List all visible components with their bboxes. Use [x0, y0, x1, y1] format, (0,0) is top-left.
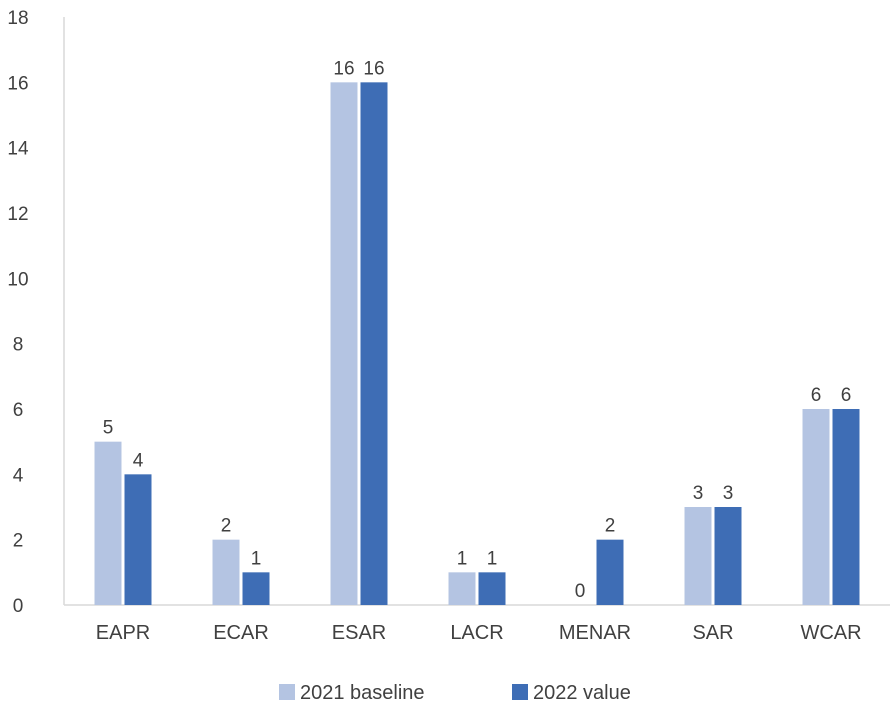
- bar: [714, 507, 742, 605]
- y-axis: 0 2 4 6 8 10 12 14 16 18: [7, 8, 65, 617]
- data-label: 3: [723, 483, 734, 504]
- bar: [360, 82, 388, 606]
- x-tick-label: LACR: [450, 622, 503, 644]
- data-label: 16: [333, 58, 354, 79]
- y-tick-label: 12: [7, 204, 28, 225]
- data-label: 1: [487, 548, 498, 569]
- y-tick-label: 0: [13, 596, 24, 617]
- y-tick-label: 16: [7, 73, 28, 94]
- bar: [124, 474, 152, 605]
- legend-label: 2022 value: [533, 682, 631, 702]
- bar: [478, 572, 506, 605]
- data-label: 16: [363, 58, 384, 79]
- data-label: 3: [693, 483, 704, 504]
- data-label: 2: [221, 516, 232, 537]
- y-tick-label: 2: [13, 531, 24, 552]
- bar: [596, 539, 624, 605]
- data-label: 6: [841, 385, 852, 406]
- y-tick-label: 10: [7, 269, 28, 290]
- bar: [448, 572, 476, 605]
- data-label: 1: [251, 548, 262, 569]
- x-tick-label: SAR: [692, 622, 733, 644]
- y-tick-label: 4: [13, 465, 24, 486]
- data-label: 1: [457, 548, 468, 569]
- data-label: 5: [103, 418, 114, 439]
- bar: [832, 409, 860, 605]
- y-tick-label: 6: [13, 400, 24, 421]
- x-tick-label: MENAR: [559, 622, 631, 644]
- bar: [242, 572, 270, 605]
- data-label: 4: [133, 450, 144, 471]
- bar: [94, 441, 122, 605]
- bar: [802, 409, 830, 605]
- bar: [330, 82, 358, 606]
- legend-swatch: [279, 684, 295, 700]
- y-tick-label: 8: [13, 335, 24, 356]
- legend-swatch: [512, 684, 528, 700]
- legend: 2021 baseline 2022 value: [279, 682, 631, 702]
- legend-label: 2021 baseline: [300, 682, 425, 702]
- y-tick-label: 14: [7, 139, 29, 160]
- data-label: 2: [605, 516, 616, 537]
- data-label: 0: [575, 581, 586, 602]
- x-tick-label: EAPR: [96, 622, 150, 644]
- bar: [212, 539, 240, 605]
- bar: [684, 507, 712, 605]
- data-label: 6: [811, 385, 822, 406]
- x-tick-label: WCAR: [800, 622, 861, 644]
- y-tick-label: 18: [7, 8, 28, 29]
- x-tick-label: ESAR: [332, 622, 386, 644]
- x-axis: EAPR ECAR ESAR LACR MENAR SAR WCAR: [64, 604, 890, 644]
- x-tick-label: ECAR: [213, 622, 269, 644]
